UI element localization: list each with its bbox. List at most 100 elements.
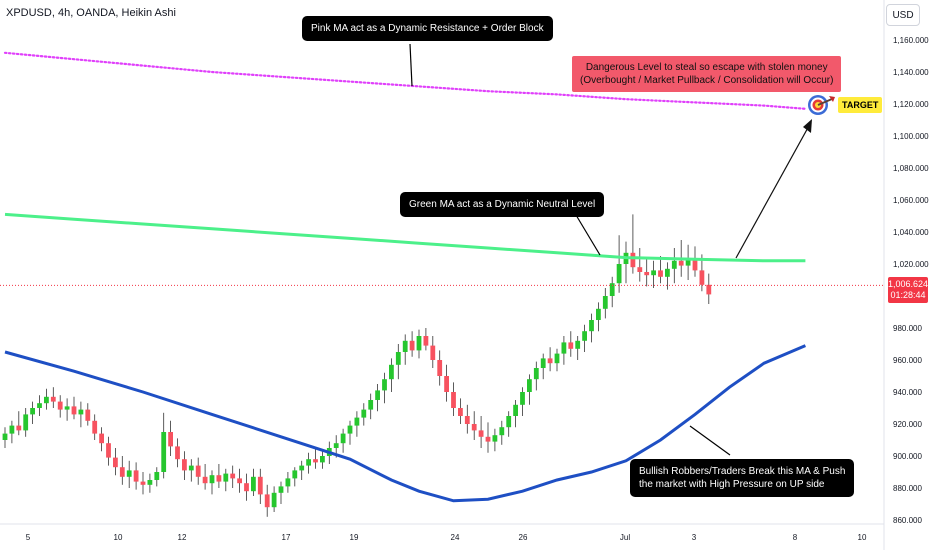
candle-body: [195, 465, 201, 477]
y-tick-label: 1,160.000: [893, 36, 929, 45]
candle-body: [113, 457, 118, 468]
green-ma-annotation: Green MA act as a Dynamic Neutral Level: [400, 192, 605, 217]
candle: [665, 262, 670, 290]
candle: [209, 470, 215, 495]
candle: [306, 452, 311, 474]
candle-body: [78, 409, 84, 415]
candle-body: [354, 417, 360, 426]
y-tick-label: 980.000: [893, 324, 922, 333]
candle-body: [347, 425, 353, 434]
candle-body: [644, 272, 650, 276]
y-tick-label: 900.000: [893, 452, 922, 461]
candle: [485, 422, 491, 453]
target-arrow-head: [803, 119, 812, 133]
candle-body: [64, 406, 70, 410]
candle-body: [575, 340, 581, 349]
candle: [389, 358, 394, 392]
candle: [223, 468, 229, 492]
candle-body: [471, 424, 477, 431]
candle: [188, 459, 194, 482]
green-ma-line: [4, 212, 806, 263]
candle: [71, 396, 77, 420]
candle-body: [99, 433, 104, 444]
candle-body: [651, 270, 656, 276]
candle: [16, 411, 22, 436]
candle-body: [202, 476, 208, 484]
candle-body: [251, 476, 256, 492]
candle: [50, 387, 56, 408]
blue-ma-annotation: Bullish Robbers/Traders Break this MA & …: [630, 459, 855, 497]
candle: [368, 393, 374, 420]
candle-body: [492, 435, 498, 442]
candle: [119, 456, 125, 485]
candle-body: [257, 476, 263, 495]
candle: [182, 451, 187, 480]
candle: [57, 395, 63, 418]
candle-body: [223, 473, 229, 482]
candle: [444, 364, 449, 402]
candle: [430, 336, 436, 368]
candle-body: [271, 492, 277, 508]
candle: [354, 411, 360, 437]
candle-body: [685, 259, 691, 266]
candle: [202, 464, 208, 490]
candle: [133, 462, 139, 490]
candle: [409, 331, 415, 357]
candle-body: [264, 494, 270, 508]
bar-countdown: 01:28:44: [890, 290, 926, 300]
candles-layer: [2, 214, 712, 517]
candle-body: [237, 478, 242, 484]
candle-body: [340, 433, 346, 444]
symbol-title[interactable]: XPDUSD, 4h, OANDA, Heikin Ashi: [6, 7, 176, 19]
candle: [244, 473, 249, 501]
candle: [623, 241, 629, 284]
candle-body: [671, 260, 677, 269]
candle-body: [520, 392, 525, 405]
candle: [140, 472, 146, 495]
candle-body: [499, 427, 505, 436]
y-tick-label: 1,060.000: [893, 196, 929, 205]
candle: [644, 257, 650, 287]
candle-body: [361, 409, 367, 418]
y-tick-label: 1,040.000: [893, 228, 929, 237]
candle: [602, 288, 608, 319]
candle-body: [464, 416, 470, 424]
candle: [375, 384, 380, 412]
candle-body: [389, 364, 394, 380]
candle: [347, 420, 353, 445]
candle-body: [568, 342, 574, 349]
candle: [292, 467, 298, 487]
candle: [471, 411, 477, 440]
candle-body: [699, 270, 705, 285]
danger-line-2: (Overbought / Market Pullback / Consolid…: [580, 75, 834, 86]
candle: [2, 427, 8, 448]
candle: [616, 235, 622, 293]
candle: [147, 473, 153, 493]
candle-body: [278, 486, 284, 493]
candle-body: [333, 443, 339, 448]
candle-body: [209, 475, 215, 484]
candle: [637, 248, 643, 282]
x-tick-label: 17: [282, 533, 291, 542]
y-tick-label: 940.000: [893, 388, 922, 397]
candle-body: [320, 456, 325, 463]
y-tick-label: 920.000: [893, 420, 922, 429]
y-tick-label: 960.000: [893, 356, 922, 365]
currency-button[interactable]: USD: [886, 4, 920, 26]
candle: [9, 420, 15, 444]
x-tick-label: 19: [350, 533, 359, 542]
candle-body: [485, 436, 491, 442]
candle: [37, 395, 42, 416]
y-tick-label: 1,100.000: [893, 132, 929, 141]
candle-body: [92, 420, 98, 434]
candle: [313, 448, 318, 469]
candle-body: [423, 336, 429, 346]
candle-body: [154, 472, 160, 480]
candle-body: [437, 360, 443, 376]
y-tick-label: 880.000: [893, 484, 922, 493]
danger-level-annotation: Dangerous Level to steal so escape with …: [572, 56, 842, 92]
candle-body: [692, 259, 698, 271]
candle: [78, 401, 84, 428]
candle-body: [188, 465, 194, 471]
